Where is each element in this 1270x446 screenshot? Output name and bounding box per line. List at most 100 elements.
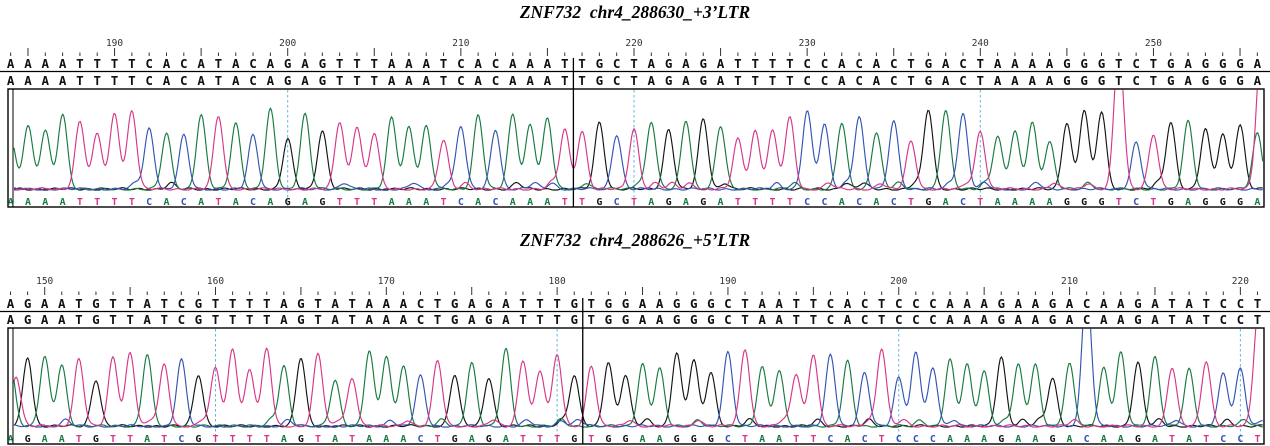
svg-text:A: A	[963, 312, 971, 327]
svg-text:A: A	[1118, 434, 1124, 445]
trace-curves	[13, 89, 1263, 191]
svg-text:G: G	[297, 296, 305, 311]
svg-text:C: C	[930, 434, 936, 445]
svg-text:A: A	[400, 434, 406, 445]
svg-text:G: G	[1236, 73, 1244, 88]
svg-text:G: G	[1081, 197, 1087, 208]
svg-text:T: T	[537, 434, 543, 445]
svg-text:C: C	[178, 296, 186, 311]
svg-text:T: T	[554, 434, 560, 445]
svg-text:G: G	[925, 197, 931, 208]
svg-text:C: C	[895, 296, 903, 311]
svg-text:A: A	[1184, 56, 1192, 71]
svg-text:A: A	[1046, 73, 1054, 88]
svg-text:C: C	[457, 56, 465, 71]
svg-text:C: C	[1132, 73, 1140, 88]
svg-text:A: A	[544, 56, 552, 71]
svg-text:C: C	[1133, 197, 1139, 208]
svg-text:C: C	[929, 296, 937, 311]
svg-text:180: 180	[549, 276, 566, 287]
svg-text:T: T	[1150, 73, 1158, 88]
svg-text:A: A	[639, 296, 647, 311]
svg-text:A: A	[544, 197, 550, 208]
svg-text:A: A	[717, 73, 725, 88]
svg-text:A: A	[657, 434, 663, 445]
svg-text:C: C	[960, 197, 966, 208]
svg-text:T: T	[751, 56, 759, 71]
svg-text:G: G	[284, 56, 292, 71]
svg-text:C: C	[890, 73, 898, 88]
svg-text:T: T	[769, 56, 777, 71]
svg-text:C: C	[803, 73, 811, 88]
svg-text:A: A	[383, 312, 391, 327]
svg-text:T: T	[315, 434, 321, 445]
svg-text:T: T	[907, 73, 915, 88]
svg-text:T: T	[212, 296, 220, 311]
svg-text:A: A	[405, 56, 413, 71]
svg-text:C: C	[1220, 296, 1228, 311]
svg-text:C: C	[896, 434, 902, 445]
svg-text:T: T	[553, 296, 561, 311]
svg-text:G: G	[1220, 197, 1226, 208]
svg-text:A: A	[7, 56, 15, 71]
svg-text:T: T	[519, 296, 527, 311]
svg-text:C: C	[912, 312, 920, 327]
svg-text:T: T	[588, 434, 594, 445]
svg-text:T: T	[353, 56, 361, 71]
svg-text:T: T	[1202, 312, 1210, 327]
svg-text:G: G	[285, 197, 291, 208]
svg-text:A: A	[8, 434, 14, 445]
svg-text:T: T	[907, 56, 915, 71]
svg-text:A: A	[388, 73, 396, 88]
svg-text:A: A	[844, 434, 850, 445]
svg-text:A: A	[648, 73, 656, 88]
svg-text:C: C	[959, 56, 967, 71]
svg-text:A: A	[943, 197, 949, 208]
svg-text:T: T	[75, 296, 83, 311]
svg-text:A: A	[41, 312, 49, 327]
svg-text:A: A	[838, 56, 846, 71]
svg-text:C: C	[178, 312, 186, 327]
svg-text:G: G	[700, 197, 706, 208]
svg-text:A: A	[42, 434, 48, 445]
svg-text:A: A	[400, 296, 408, 311]
svg-text:A: A	[1151, 312, 1159, 327]
svg-text:C: C	[1237, 296, 1245, 311]
svg-text:G: G	[92, 312, 100, 327]
svg-text:T: T	[562, 197, 568, 208]
svg-text:A: A	[1015, 296, 1023, 311]
position-ruler: 190 200 210 220 230 240 250	[10, 38, 1258, 56]
svg-text:T: T	[1168, 296, 1176, 311]
svg-text:T: T	[126, 312, 134, 327]
svg-text:A: A	[640, 434, 646, 445]
svg-text:T: T	[1254, 296, 1262, 311]
svg-text:A: A	[42, 197, 48, 208]
svg-text:A: A	[1012, 197, 1018, 208]
svg-text:A: A	[301, 73, 309, 88]
svg-text:A: A	[406, 197, 412, 208]
svg-text:C: C	[1220, 312, 1228, 327]
svg-text:C: C	[803, 56, 811, 71]
svg-text:G: G	[1202, 73, 1210, 88]
svg-text:T: T	[111, 56, 119, 71]
svg-text:A: A	[844, 312, 852, 327]
svg-text:G: G	[571, 434, 577, 445]
svg-text:T: T	[337, 197, 343, 208]
svg-text:T: T	[246, 312, 254, 327]
svg-text:A: A	[475, 197, 481, 208]
svg-text:T: T	[553, 312, 561, 327]
svg-text:C: C	[1083, 296, 1091, 311]
svg-text:A: A	[1100, 312, 1108, 327]
svg-text:A: A	[468, 296, 476, 311]
svg-text:G: G	[93, 434, 99, 445]
svg-text:T: T	[630, 56, 638, 71]
svg-text:A: A	[503, 434, 509, 445]
svg-text:C: C	[1237, 312, 1245, 327]
svg-text:250: 250	[1145, 38, 1162, 49]
svg-text:T: T	[786, 73, 794, 88]
svg-text:220: 220	[1232, 276, 1249, 287]
svg-text:T: T	[734, 56, 742, 71]
svg-text:G: G	[673, 312, 681, 327]
svg-text:G: G	[1134, 312, 1142, 327]
